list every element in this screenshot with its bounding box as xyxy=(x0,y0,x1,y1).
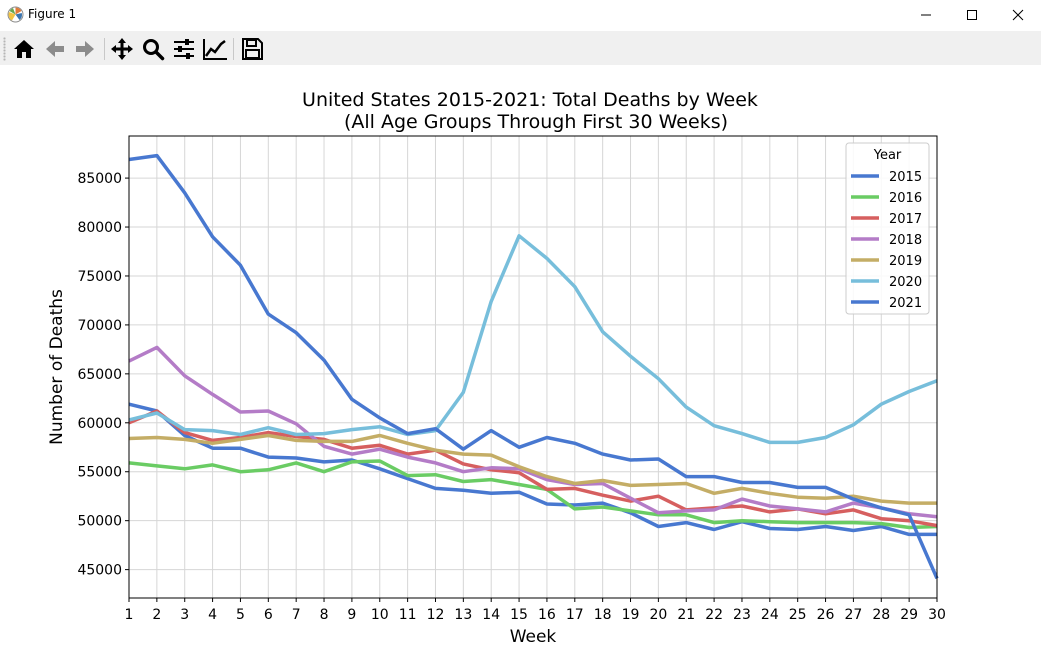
minimize-button[interactable] xyxy=(903,0,949,30)
chart-subtitle: (All Age Groups Through First 30 Weeks) xyxy=(344,111,728,133)
series-lines xyxy=(128,153,939,580)
toolbar-grip[interactable] xyxy=(3,37,6,61)
window-titlebar: Figure 1 xyxy=(0,0,1041,30)
series-line-2021 xyxy=(128,153,939,580)
x-tick-label: 4 xyxy=(208,607,217,623)
pan-button[interactable] xyxy=(108,35,136,63)
back-button[interactable] xyxy=(41,35,69,63)
figure-canvas[interactable]: United States 2015-2021: Total Deaths by… xyxy=(0,64,1041,653)
legend-entry: 2021 xyxy=(889,296,922,311)
x-tick-label: 22 xyxy=(705,607,723,623)
chart-title: United States 2015-2021: Total Deaths by… xyxy=(302,89,758,111)
legend-title: Year xyxy=(873,148,902,163)
minimize-icon xyxy=(921,14,931,16)
x-tick-label: 15 xyxy=(510,607,528,623)
x-tick-label: 19 xyxy=(622,607,640,623)
home-button[interactable] xyxy=(10,35,38,63)
x-tick-label: 7 xyxy=(292,607,301,623)
legend-entry: 2016 xyxy=(889,191,922,206)
x-tick-label: 10 xyxy=(371,607,389,623)
window-title: Figure 1 xyxy=(28,7,77,21)
y-tick-label: 80000 xyxy=(77,220,122,236)
x-tick-label: 9 xyxy=(347,607,356,623)
x-tick-label: 21 xyxy=(677,607,695,623)
x-tick-label: 23 xyxy=(733,607,751,623)
x-tick-label: 6 xyxy=(264,607,273,623)
subplots-button[interactable] xyxy=(170,35,198,63)
pan-icon xyxy=(111,38,133,60)
forward-button[interactable] xyxy=(71,35,99,63)
y-tick-label: 75000 xyxy=(77,269,122,285)
navigation-toolbar xyxy=(0,31,1041,65)
y-tick-label: 50000 xyxy=(77,514,122,530)
x-tick-label: 14 xyxy=(482,607,500,623)
zoom-icon xyxy=(143,39,165,61)
legend-entry: 2020 xyxy=(889,275,922,290)
zoom-button[interactable] xyxy=(139,35,167,63)
y-axis-ticks: 45000 50000 55000 60000 65000 70000 75000 80000… xyxy=(77,171,129,579)
x-tick-label: 13 xyxy=(454,607,472,623)
y-tick-label: 85000 xyxy=(77,171,122,187)
x-tick-label: 1 xyxy=(125,607,134,623)
y-axis-label: Number of Deaths xyxy=(47,289,67,445)
series-line-2019 xyxy=(128,433,937,505)
series-line-2016 xyxy=(128,459,938,530)
x-tick-label: 16 xyxy=(538,607,556,623)
x-tick-label: 29 xyxy=(900,607,918,623)
configure-subplots-icon xyxy=(174,39,194,59)
y-tick-label: 60000 xyxy=(77,416,122,432)
x-tick-label: 5 xyxy=(236,607,245,623)
series-line-2020 xyxy=(128,234,938,445)
y-tick-label: 70000 xyxy=(77,318,122,334)
legend: Year 2015 2016 2017 2018 2019 2020 2021 xyxy=(845,142,930,315)
x-tick-label: 28 xyxy=(872,607,890,623)
x-tick-label: 24 xyxy=(761,607,779,623)
forward-arrow-icon xyxy=(76,41,94,57)
y-tick-label: 55000 xyxy=(77,465,122,481)
close-icon xyxy=(1012,9,1024,21)
home-icon xyxy=(14,40,34,58)
x-tick-label: 30 xyxy=(928,607,946,623)
close-button[interactable] xyxy=(995,0,1041,30)
save-icon xyxy=(242,38,263,60)
legend-box xyxy=(845,142,930,315)
edit-axis-icon xyxy=(203,39,227,60)
toolbar-separator xyxy=(233,38,234,60)
x-tick-label: 3 xyxy=(180,607,189,623)
y-tick-label: 45000 xyxy=(77,563,122,579)
back-arrow-icon xyxy=(46,41,64,57)
maximize-icon xyxy=(967,10,977,20)
legend-entry: 2019 xyxy=(889,254,922,269)
save-button[interactable] xyxy=(238,35,266,63)
x-tick-label: 18 xyxy=(594,607,612,623)
toolbar-separator xyxy=(104,38,105,60)
x-tick-label: 26 xyxy=(817,607,835,623)
series-line-2018 xyxy=(128,345,938,519)
series-line-2015 xyxy=(128,402,937,537)
legend-entry: 2015 xyxy=(889,170,922,185)
matplotlib-logo-icon xyxy=(7,6,24,23)
x-axis-label: Week xyxy=(510,627,557,647)
legend-entry: 2018 xyxy=(889,233,922,248)
series-line-2017 xyxy=(128,409,938,528)
x-tick-label: 12 xyxy=(427,607,445,623)
x-axis-ticks: 1 2 3 4 5 6 7 8 9 10 11 12 13 14 15 16 17 18 19 20 21 22 23 24 2… xyxy=(125,598,946,623)
x-tick-label: 25 xyxy=(789,607,807,623)
customize-button[interactable] xyxy=(201,35,229,63)
axes-frame xyxy=(128,135,938,599)
maximize-button[interactable] xyxy=(949,0,995,30)
x-tick-label: 20 xyxy=(649,607,667,623)
y-tick-label: 65000 xyxy=(77,367,122,383)
x-tick-label: 27 xyxy=(844,607,862,623)
x-tick-label: 8 xyxy=(320,607,329,623)
x-tick-label: 17 xyxy=(566,607,584,623)
x-tick-label: 11 xyxy=(399,607,417,623)
x-tick-label: 2 xyxy=(152,607,161,623)
legend-entry: 2017 xyxy=(889,212,922,227)
